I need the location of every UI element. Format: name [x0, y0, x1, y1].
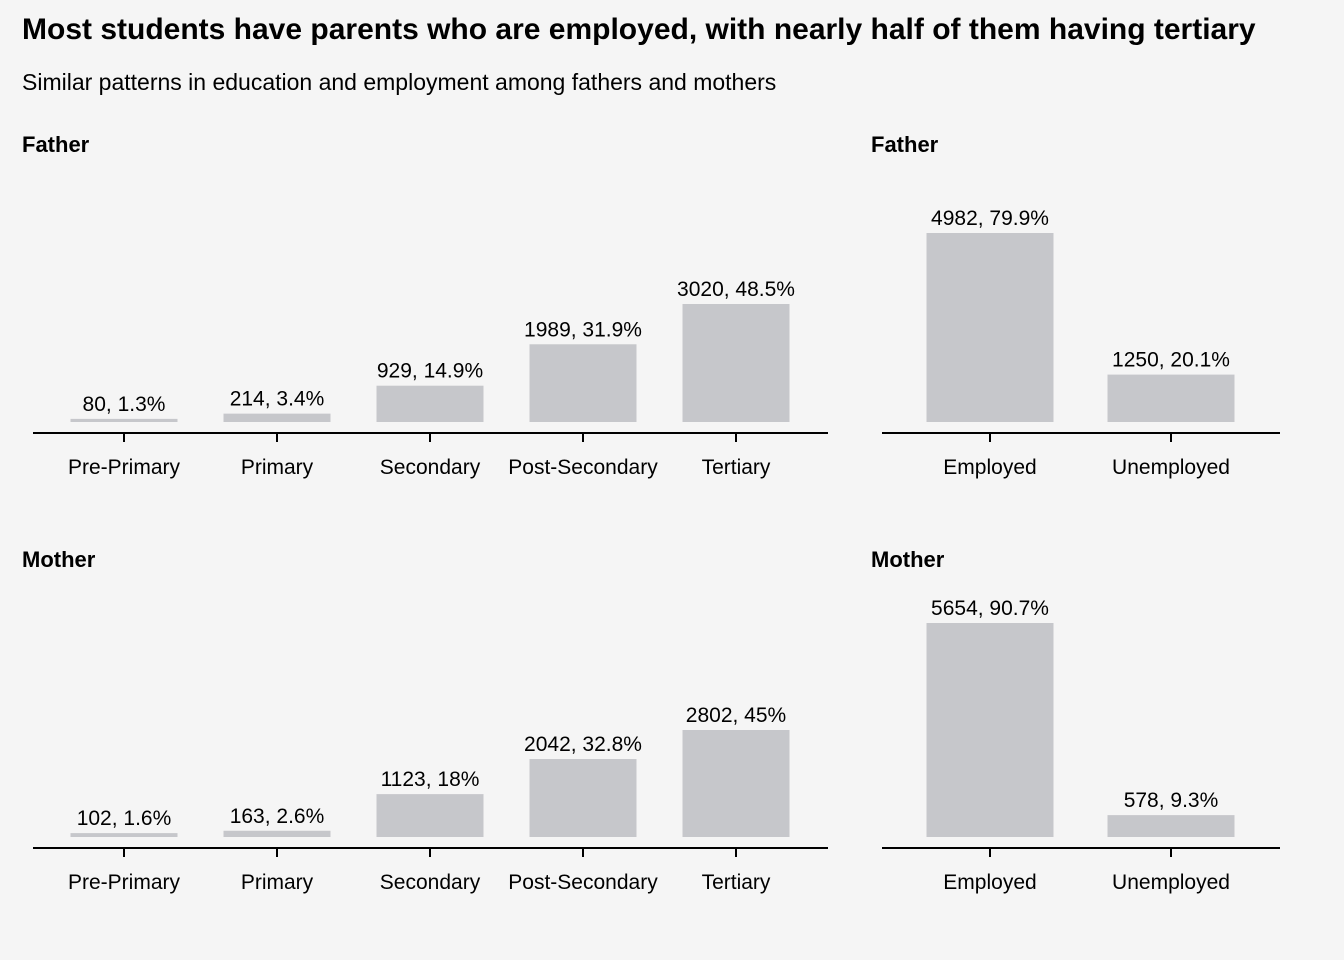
mother-education-tick-label: Post-Secondary	[508, 871, 658, 894]
chart-title: Most students have parents who are emplo…	[22, 13, 1256, 46]
father-employment-data-label: 4982, 79.9%	[931, 207, 1049, 230]
father-education-bar	[376, 385, 484, 422]
mother-education-data-label: 1123, 18%	[381, 768, 480, 791]
mother-education-title: Mother	[22, 547, 96, 572]
mother-education-tick-label: Secondary	[380, 871, 481, 894]
father-employment-tick-label: Unemployed	[1112, 456, 1230, 479]
father-education-panel: Father 80, 1.3% Pre-Primary 214, 3.4% Primar…	[22, 132, 828, 479]
father-education-data-label: 929, 14.9%	[377, 360, 483, 383]
mother-education-bar	[682, 730, 790, 837]
mother-employment-bar	[926, 623, 1054, 837]
father-employment-tick-label: Employed	[943, 456, 1036, 479]
father-employment-bar	[1107, 374, 1235, 422]
father-education-data-label: 80, 1.3%	[83, 393, 166, 416]
mother-education-bar	[376, 794, 484, 837]
father-employment-title: Father	[871, 132, 939, 157]
father-education-bar	[529, 344, 637, 422]
mother-education-bar	[223, 830, 331, 837]
mother-employment-tick-label: Employed	[943, 871, 1036, 894]
mother-employment-data-label: 578, 9.3%	[1124, 789, 1219, 812]
father-education-tick-label: Pre-Primary	[68, 456, 181, 479]
mother-education-bar	[70, 833, 178, 837]
father-education-bar	[223, 413, 331, 422]
father-education-bar	[682, 304, 790, 422]
chart-subtitle: Similar patterns in education and employ…	[22, 69, 777, 95]
father-education-tick-label: Post-Secondary	[508, 456, 658, 479]
mother-education-panel: Mother 102, 1.6% Pre-Primary 163, 2.6% Prima…	[22, 547, 828, 894]
mother-employment-title: Mother	[871, 547, 945, 572]
mother-education-data-label: 2802, 45%	[686, 704, 786, 727]
mother-employment-panel: Mother 5654, 90.7% Employed 578, 9.3% Unempl…	[871, 547, 1280, 894]
mother-education-bar	[529, 759, 637, 837]
father-employment-data-label: 1250, 20.1%	[1112, 349, 1230, 372]
mother-employment-data-label: 5654, 90.7%	[931, 597, 1049, 620]
father-education-data-label: 1989, 31.9%	[524, 318, 642, 341]
mother-education-data-label: 102, 1.6%	[77, 807, 172, 830]
father-education-data-label: 214, 3.4%	[230, 388, 325, 411]
father-education-title: Father	[22, 132, 90, 157]
father-employment-bar	[926, 233, 1054, 422]
father-education-data-label: 3020, 48.5%	[677, 278, 795, 301]
father-education-tick-label: Primary	[241, 456, 314, 479]
mother-education-tick-label: Pre-Primary	[68, 871, 181, 894]
father-education-bar	[70, 418, 178, 422]
mother-education-data-label: 163, 2.6%	[230, 805, 325, 828]
father-education-tick-label: Tertiary	[702, 456, 771, 479]
mother-education-tick-label: Tertiary	[702, 871, 771, 894]
mother-education-data-label: 2042, 32.8%	[524, 733, 642, 756]
father-employment-panel: Father 4982, 79.9% Employed 1250, 20.1% Unem…	[871, 132, 1280, 479]
father-education-tick-label: Secondary	[380, 456, 481, 479]
mother-employment-bar	[1107, 815, 1235, 837]
mother-education-tick-label: Primary	[241, 871, 314, 894]
mother-employment-tick-label: Unemployed	[1112, 871, 1230, 894]
